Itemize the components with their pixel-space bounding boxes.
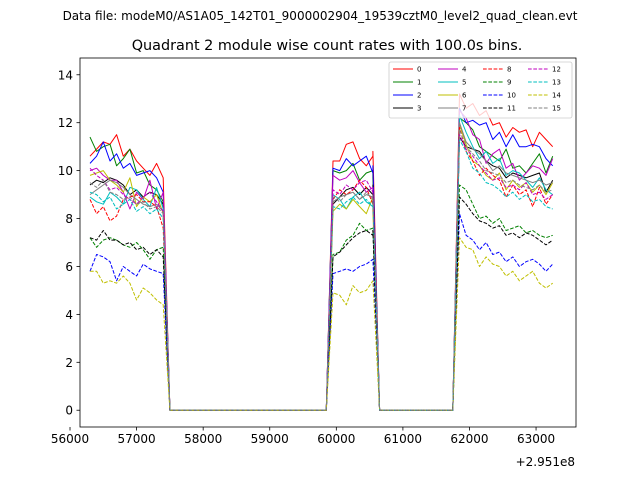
y-tick-label: 2 xyxy=(65,356,73,370)
chart-title: Quadrant 2 module wise count rates with … xyxy=(132,38,523,54)
y-tick-label: 6 xyxy=(65,260,73,274)
legend-label-2: 2 xyxy=(417,92,421,100)
x-tick-label: 57000 xyxy=(117,432,155,446)
legend-label-14: 14 xyxy=(552,92,561,100)
series-line-14 xyxy=(90,237,553,411)
x-axis-offset-label: +2.951e8 xyxy=(516,455,575,469)
series-layer xyxy=(89,93,554,411)
y-tick-label: 0 xyxy=(65,404,73,418)
legend-label-5: 5 xyxy=(462,79,466,87)
legend-label-4: 4 xyxy=(462,66,467,74)
x-tick-label: 63000 xyxy=(517,432,555,446)
legend-label-3: 3 xyxy=(417,105,421,113)
x-axis: 56000 57000 58000 59000 60000 61000 62000 63000 xyxy=(51,427,555,446)
legend-label-6: 6 xyxy=(462,92,467,100)
legend-label-9: 9 xyxy=(507,79,511,87)
legend-label-8: 8 xyxy=(507,66,511,74)
x-tick-label: 61000 xyxy=(384,432,422,446)
y-axis: 0 2 4 6 8 10 12 14 xyxy=(58,68,80,418)
y-tick-label: 10 xyxy=(58,164,73,178)
chart-suptitle: Data file: modeM0/AS1A05_142T01_90000029… xyxy=(63,9,578,23)
y-tick-label: 14 xyxy=(58,68,73,82)
series-line-15 xyxy=(89,129,553,411)
y-tick-label: 8 xyxy=(65,212,73,226)
legend-label-7: 7 xyxy=(462,105,466,113)
x-tick-label: 59000 xyxy=(251,432,289,446)
legend-label-10: 10 xyxy=(507,92,516,100)
x-tick-label: 60000 xyxy=(317,432,355,446)
x-tick-label: 56000 xyxy=(51,432,89,446)
legend-frame xyxy=(388,61,573,119)
legend-label-15: 15 xyxy=(552,105,561,113)
legend-label-1: 1 xyxy=(417,79,421,87)
plot-area xyxy=(79,57,577,428)
plot-frame xyxy=(79,57,577,428)
x-tick-label: 58000 xyxy=(184,432,222,446)
y-tick-label: 12 xyxy=(58,116,73,130)
legend-label-11: 11 xyxy=(507,105,516,113)
legend-label-13: 13 xyxy=(552,79,561,87)
x-tick-label: 62000 xyxy=(450,432,488,446)
y-tick-label: 4 xyxy=(65,308,73,322)
legend-label-12: 12 xyxy=(552,66,561,74)
legend-label-0: 0 xyxy=(417,66,421,74)
